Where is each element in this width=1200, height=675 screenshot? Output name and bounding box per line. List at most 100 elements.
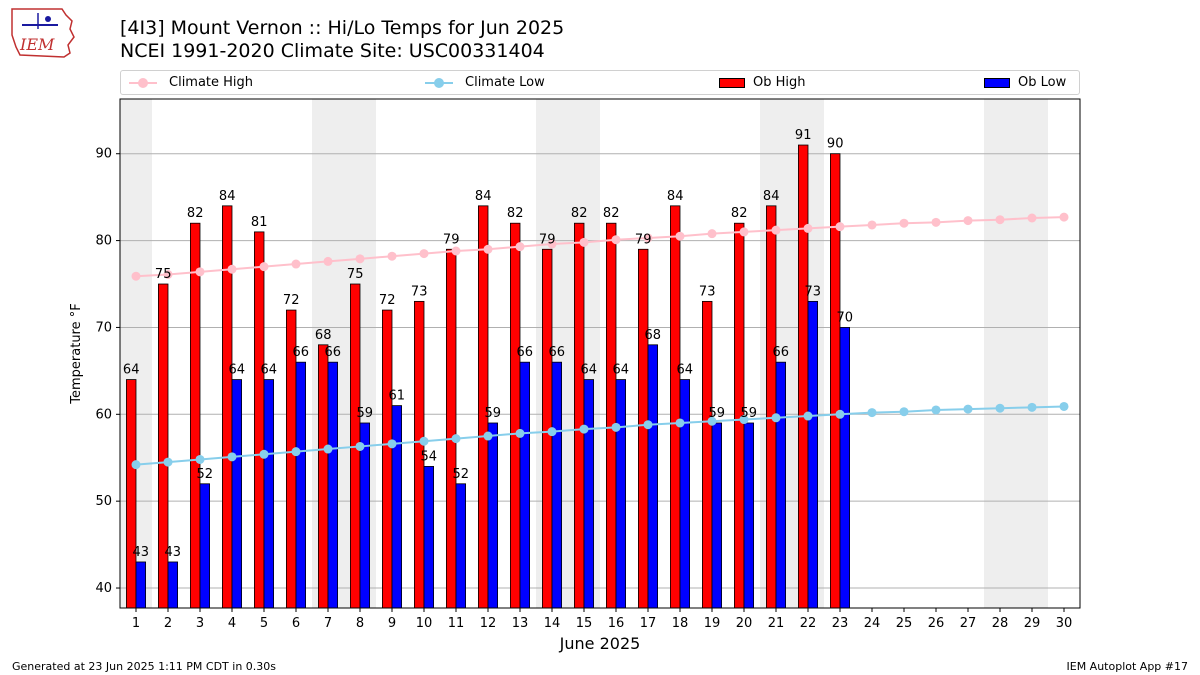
legend-item-climate-high: Climate High — [129, 71, 253, 94]
ob-low-value-label: 52 — [197, 467, 214, 482]
x-tick-label: 23 — [832, 616, 849, 631]
ob-high-value-label: 91 — [795, 128, 812, 143]
climate-low-point — [483, 431, 493, 441]
climate-low-point — [675, 418, 685, 428]
climate-high-point — [291, 259, 301, 269]
ob-low-value-label: 59 — [485, 406, 502, 421]
x-tick-label: 19 — [704, 616, 721, 631]
climate-low-point — [899, 407, 909, 417]
climate-low-point — [995, 403, 1005, 413]
x-tick-label: 13 — [512, 616, 529, 631]
ob-low-bar — [711, 422, 723, 609]
climate-low-point — [291, 447, 301, 457]
ob-high-value-label: 75 — [347, 267, 364, 282]
climate-high-point — [515, 242, 525, 252]
climate-low-point — [1027, 402, 1037, 412]
climate-high-point — [835, 222, 845, 232]
ob-high-bar — [702, 300, 713, 609]
ob-low-bar — [647, 344, 659, 609]
climate-low-point — [451, 434, 461, 444]
ob-high-value-label: 79 — [443, 232, 460, 247]
climate-low-point — [771, 413, 781, 423]
climate-low-swatch — [425, 77, 453, 88]
ob-high-bar — [670, 205, 681, 609]
weekend-shade — [984, 99, 1016, 608]
climate-high-point — [803, 223, 813, 233]
x-tick-label: 15 — [576, 616, 593, 631]
ob-high-value-label: 82 — [731, 206, 748, 221]
ob-low-value-label: 43 — [165, 545, 182, 560]
ob-low-bar — [135, 561, 147, 609]
ob-high-value-label: 68 — [315, 328, 332, 343]
ob-high-bar — [189, 222, 201, 609]
climate-high-point — [1027, 213, 1037, 223]
legend-item-ob-low: Ob Low — [984, 71, 1066, 94]
ob-high-value-label: 73 — [411, 284, 428, 299]
climate-high-point — [195, 267, 205, 277]
ob-high-bar — [574, 222, 585, 609]
y-tick-label: 50 — [95, 494, 112, 509]
app-credit: IEM Autoplot App #17 — [1066, 660, 1189, 673]
climate-high-point — [163, 269, 173, 279]
ob-high-value-label: 84 — [667, 189, 684, 204]
weekend-shade — [1016, 99, 1048, 608]
ob-low-bar — [775, 361, 787, 609]
x-tick-label: 26 — [928, 616, 945, 631]
ob-low-bar — [423, 466, 435, 609]
ob-high-bar — [317, 344, 329, 609]
ob-low-bar — [455, 483, 467, 609]
climate-high-point — [963, 216, 973, 226]
climate-low-point — [387, 439, 397, 449]
climate-low-point — [803, 411, 813, 421]
ob-high-bar — [606, 222, 617, 609]
ob-high-value-label: 90 — [827, 137, 844, 152]
climate-low-point — [227, 452, 237, 462]
ob-high-bar — [126, 379, 137, 609]
ob-high-bar — [509, 222, 521, 609]
climate-high-point — [1059, 212, 1069, 222]
y-tick-label: 90 — [95, 147, 112, 162]
ob-low-bar — [583, 379, 595, 609]
ob-low-bar — [295, 361, 307, 609]
ob-high-value-label: 82 — [603, 206, 620, 221]
x-tick-label: 10 — [416, 616, 433, 631]
x-tick-label: 20 — [736, 616, 753, 631]
climate-high-point — [227, 264, 237, 274]
ob-high-value-label: 79 — [635, 232, 652, 247]
ob-high-value-label: 81 — [251, 215, 268, 230]
ob-low-bar — [679, 379, 691, 609]
legend-label-climate-low: Climate Low — [465, 75, 545, 90]
ob-low-value-label: 59 — [357, 406, 374, 421]
climate-low-point — [355, 441, 365, 451]
x-tick-label: 4 — [228, 616, 236, 631]
climate-low-point — [195, 454, 205, 464]
x-tick-label: 2 — [164, 616, 172, 631]
ob-low-bar — [359, 422, 371, 609]
ob-low-value-label: 54 — [421, 449, 438, 464]
ob-low-bar — [327, 361, 339, 609]
y-axis-title: Temperature °F — [69, 303, 84, 404]
ob-low-value-label: 64 — [581, 363, 598, 378]
climate-low-point — [579, 424, 589, 434]
climate-low-point — [643, 420, 653, 430]
ob-low-bar — [167, 561, 179, 609]
climate-high-point — [259, 262, 269, 272]
ob-high-value-label: 84 — [475, 189, 492, 204]
ob-low-value-label: 64 — [229, 363, 246, 378]
x-tick-label: 5 — [260, 616, 268, 631]
ob-high-value-label: 82 — [507, 206, 524, 221]
ob-high-value-label: 84 — [763, 189, 780, 204]
climate-low-point — [739, 415, 749, 425]
ob-low-value-label: 64 — [677, 363, 694, 378]
legend-item-ob-high: Ob High — [719, 71, 806, 94]
x-tick-label: 8 — [356, 616, 364, 631]
x-tick-label: 12 — [480, 616, 497, 631]
climate-high-point — [387, 251, 397, 261]
ob-high-value-label: 64 — [123, 363, 140, 378]
climate-high-point — [451, 246, 461, 256]
ob-high-swatch — [719, 77, 745, 88]
y-tick-label: 80 — [95, 234, 112, 249]
climate-high-point — [323, 256, 333, 266]
ob-low-bar — [807, 300, 819, 609]
